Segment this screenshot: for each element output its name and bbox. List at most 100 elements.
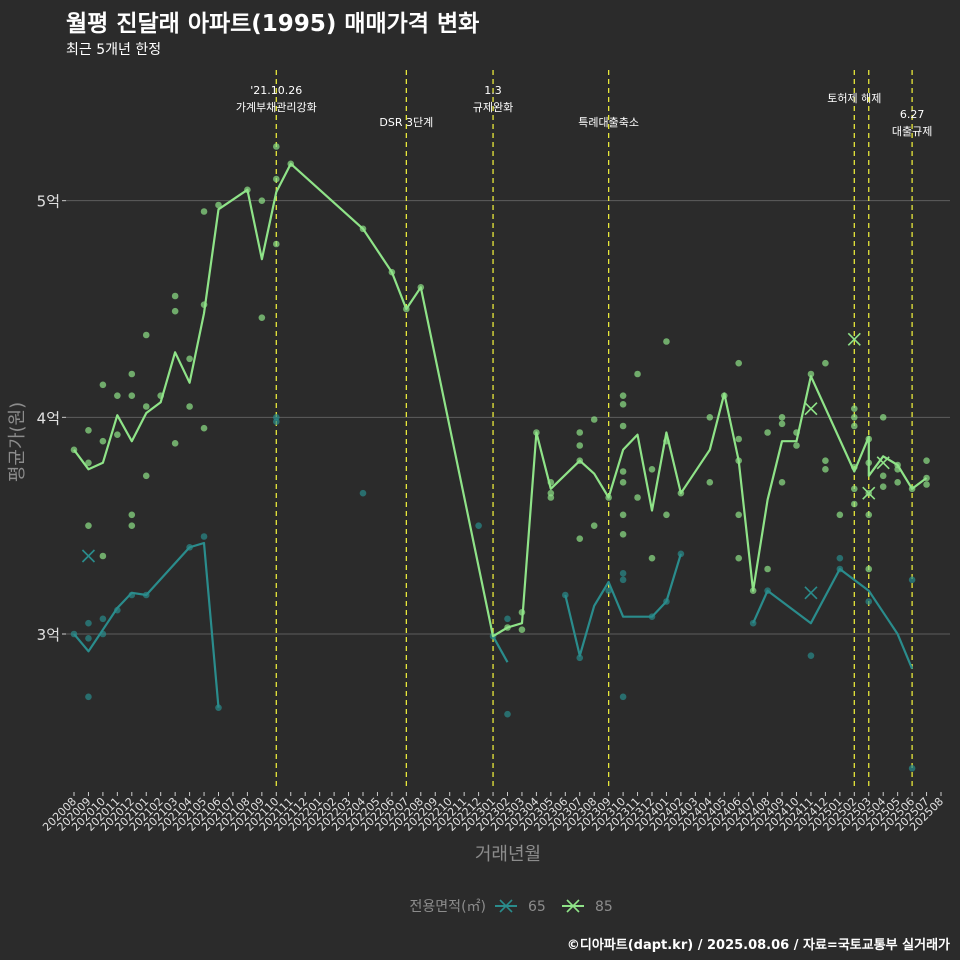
transaction-point xyxy=(619,511,627,519)
series-line-65 xyxy=(492,635,509,663)
transaction-point xyxy=(576,429,584,436)
mean-marker-stroke xyxy=(862,486,876,500)
transaction-point xyxy=(619,576,627,584)
x-axis-label: 거래년월 xyxy=(475,844,541,865)
transaction-point xyxy=(576,442,584,449)
transaction-point xyxy=(273,175,280,183)
transaction-point xyxy=(851,485,858,493)
transaction-point xyxy=(186,403,193,410)
transaction-point xyxy=(619,693,627,701)
series-line-65 xyxy=(73,541,220,708)
event-label: 토허제 해제 xyxy=(827,91,881,105)
transaction-point xyxy=(128,511,136,519)
event-label: 6.27 xyxy=(900,108,925,121)
transaction-point xyxy=(114,392,121,399)
transaction-point xyxy=(85,693,92,701)
transaction-point xyxy=(99,615,107,623)
event-label: 1.3 xyxy=(484,84,502,97)
mean-marker-85 xyxy=(804,402,818,416)
transaction-point xyxy=(735,435,742,443)
transaction-point xyxy=(619,392,627,399)
transaction-point xyxy=(619,468,627,475)
mean-marker-85 xyxy=(847,332,861,346)
transaction-points xyxy=(70,143,930,772)
transaction-point xyxy=(605,587,612,594)
transaction-point xyxy=(879,414,887,421)
transaction-point xyxy=(619,479,627,486)
transaction-point xyxy=(706,479,714,486)
transaction-point xyxy=(822,457,829,464)
transaction-point xyxy=(258,314,266,321)
transaction-point xyxy=(273,240,280,248)
transaction-point xyxy=(663,511,670,519)
transaction-point xyxy=(142,403,150,410)
transaction-point xyxy=(908,765,916,772)
transaction-point xyxy=(778,414,786,421)
transaction-point xyxy=(851,414,858,421)
transaction-point xyxy=(836,554,844,562)
transaction-point xyxy=(865,598,873,605)
transaction-point xyxy=(851,422,858,430)
transaction-point xyxy=(186,355,193,363)
transaction-point xyxy=(99,437,107,445)
transaction-point xyxy=(894,479,901,486)
transaction-point xyxy=(634,494,641,501)
y-tick-labels: 3억 4억 5억 xyxy=(37,193,66,644)
legend-title: 전용면적(㎡) xyxy=(410,899,486,915)
transaction-point xyxy=(619,570,627,577)
transaction-point xyxy=(851,500,858,508)
transaction-point xyxy=(171,440,179,447)
y-tick-label: 4억 xyxy=(37,409,60,427)
mean-marker-stroke xyxy=(804,586,818,600)
transaction-point xyxy=(908,576,916,584)
y-tick-label: 5억 xyxy=(37,193,60,211)
grid-lines xyxy=(66,200,950,635)
transaction-point xyxy=(200,533,208,540)
event-label: 가계부채관리강화 xyxy=(236,101,317,114)
transaction-point xyxy=(822,466,829,473)
transaction-point xyxy=(590,416,598,423)
transaction-point xyxy=(547,494,555,501)
mean-marker-65 xyxy=(804,586,818,600)
source-caption: ©디아파트(dapt.kr) / 2025.08.06 / 자료=국토교통부 실… xyxy=(566,938,950,953)
transaction-point xyxy=(576,535,584,542)
transaction-point xyxy=(99,552,107,560)
transaction-point xyxy=(619,422,627,430)
transaction-point xyxy=(273,414,280,421)
transaction-point xyxy=(273,143,280,150)
transaction-point xyxy=(793,442,800,449)
transaction-point xyxy=(85,619,92,627)
transaction-point xyxy=(200,424,208,432)
series-line-65 xyxy=(752,567,914,670)
mean-marker-stroke xyxy=(81,549,96,563)
transaction-point xyxy=(142,331,150,339)
event-label: 규제완화 xyxy=(473,101,513,114)
mean-marker-85 xyxy=(876,456,890,470)
event-label: 대출규제 xyxy=(892,125,932,138)
transaction-point xyxy=(475,522,482,529)
transaction-point xyxy=(619,401,627,408)
transaction-point xyxy=(923,481,930,488)
transaction-point xyxy=(128,522,136,529)
transaction-point xyxy=(85,427,92,434)
transaction-point xyxy=(879,472,887,480)
transaction-point xyxy=(359,489,367,497)
transaction-point xyxy=(215,201,222,209)
transaction-point xyxy=(778,479,786,486)
transaction-point xyxy=(114,431,121,438)
transaction-point xyxy=(200,208,208,215)
transaction-point xyxy=(663,338,670,345)
transaction-point xyxy=(518,626,526,633)
transaction-point xyxy=(85,522,92,529)
mean-marker-stroke xyxy=(847,332,861,346)
transaction-point xyxy=(576,654,584,662)
transaction-point xyxy=(590,522,598,529)
legend: 전용면적(㎡) 65 85 xyxy=(410,899,613,915)
transaction-point xyxy=(128,392,136,399)
transaction-point xyxy=(764,429,771,436)
transaction-point xyxy=(504,615,511,623)
mean-marker-stroke xyxy=(804,402,818,416)
transaction-point xyxy=(807,652,815,659)
transaction-point xyxy=(85,635,92,642)
